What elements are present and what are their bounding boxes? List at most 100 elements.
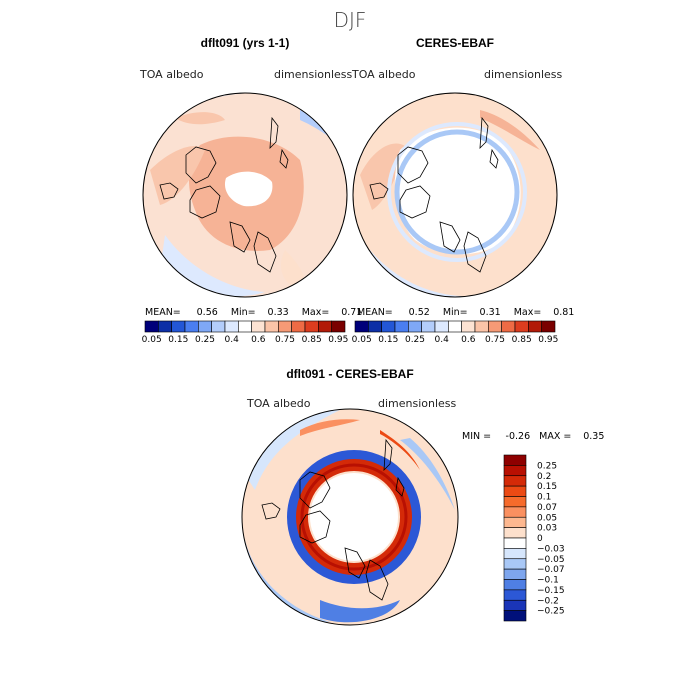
panel3-colorbar-tick-label: 0.1 [537, 493, 551, 503]
panel2-colorbar-box [541, 320, 556, 333]
panel3-colorbar-tick-label: 0.2 [537, 472, 551, 482]
panel1-colorbar-tick-label: 0.25 [195, 335, 215, 345]
panel3-colorbar-box [503, 516, 527, 528]
panel1-colorbar-box [211, 320, 226, 333]
panel2-colorbar-box [381, 320, 396, 333]
panel3-colorbar-tick-label: −0.25 [537, 607, 565, 617]
panel1-colorbar-box [291, 320, 306, 333]
panel3-colorbar-box [503, 454, 527, 466]
panel1-variable: TOA albedo [140, 68, 204, 81]
panel2-colorbar-box [488, 320, 502, 333]
panel2-variable: TOA albedo [352, 68, 416, 81]
panel3-colorbar-box [503, 589, 527, 601]
panel3-colorbar-box [503, 527, 527, 539]
panel2-stats: MEAN= 0.52 Min= 0.31 Max= 0.81 [357, 307, 574, 318]
panel3-colorbar-tick-label: −0.2 [537, 596, 559, 606]
panel3-colorbar-tick-label: −0.05 [537, 555, 565, 565]
panel2-colorbar-tick-label: 0.95 [538, 335, 558, 345]
panel2-min-value: 0.31 [479, 307, 501, 318]
panel1-colorbar-box [251, 320, 266, 333]
panel3-colorbar-tick-label: −0.03 [537, 544, 565, 554]
panel3-colorbar-box [503, 548, 527, 560]
panel2-colorbar-box [354, 320, 369, 333]
panel1-mean-value: 0.56 [196, 307, 218, 318]
panel3-colorbar-box [503, 599, 527, 611]
panel1-min-label: Min= [230, 307, 256, 318]
panel2-min-label: Min= [442, 307, 468, 318]
panel1-colorbar-box [171, 320, 186, 333]
panel2-colorbar-box [408, 320, 422, 333]
panel3-colorbar-box [503, 558, 527, 570]
panel2-units: dimensionless [484, 68, 563, 81]
panel3-colorbar-tick-label: 0.25 [537, 461, 557, 471]
panel3-colorbar-tick-label: 0 [537, 534, 543, 544]
panel2-colorbar-box [394, 320, 409, 333]
panel1-colorbar-box [144, 320, 159, 333]
panel1-colorbar-tick-label: 0.15 [168, 335, 188, 345]
panel2-colorbar-box [501, 320, 516, 333]
panel2-map [352, 92, 558, 298]
panel2-colorbar-tick-label: 0.15 [378, 335, 398, 345]
panel1-colorbar: 0.05 0.15 0.25 0.4 0.6 0.75 0.85 0.95 [142, 320, 348, 345]
panel3-variable: TOA albedo [247, 397, 311, 410]
panel3-colorbar-tick-label: 0.05 [537, 513, 557, 523]
panel1-title: dflt091 (yrs 1-1) [200, 36, 290, 50]
panel1-units: dimensionless [274, 68, 353, 81]
panel1-stats: MEAN= 0.56 Min= 0.33 Max= 0.71 [145, 307, 362, 318]
panel3-colorbar-box [503, 496, 527, 508]
panel2-colorbar-box [368, 320, 382, 333]
panel3-colorbar-box [503, 506, 527, 518]
panel3-colorbar: 0.250.20.150.10.070.050.030−0.03−0.05−0.… [503, 454, 565, 622]
panel2-colorbar-box [514, 320, 529, 333]
panel1-mean-label: MEAN= [145, 307, 181, 318]
panel3-stats: MIN = -0.26 MAX = 0.35 [462, 431, 604, 442]
panel1-max-label: Max= [301, 307, 330, 318]
panel1-colorbar-box [331, 320, 346, 333]
panel2-colorbar-tick-label: 0.4 [435, 335, 450, 345]
panel3-colorbar-box [503, 485, 527, 497]
panel2-max-value: 0.81 [553, 307, 575, 318]
panel2-colorbar-tick-label: 0.85 [512, 335, 532, 345]
panel3-colorbar-tick-label: 0.07 [537, 503, 557, 513]
panel2-colorbar: 0.05 0.15 0.25 0.4 0.6 0.75 0.85 0.95 [352, 320, 558, 345]
panel1-colorbar-box [278, 320, 292, 333]
panel1-colorbar-tick-label: 0.6 [251, 335, 266, 345]
panel3-colorbar-box [503, 465, 527, 477]
figure-title: DJF [333, 8, 367, 32]
panel1-colorbar-tick-label: 0.75 [275, 335, 295, 345]
panel1-map [142, 92, 348, 298]
panel3-colorbar-box [503, 579, 527, 591]
panel1-colorbar-tick-label: 0.05 [142, 335, 162, 345]
panel3-units: dimensionless [378, 397, 457, 410]
panel2-title: CERES-EBAF [415, 36, 494, 50]
panel3-colorbar-box [503, 537, 527, 549]
panel2-colorbar-tick-label: 0.6 [461, 335, 476, 345]
panel2-colorbar-box [461, 320, 476, 333]
panel1-colorbar-tick-label: 0.85 [302, 335, 322, 345]
panel3-colorbar-tick-label: −0.15 [537, 586, 565, 596]
panel1-colorbar-box [158, 320, 172, 333]
panel3-colorbar-tick-label: −0.1 [537, 576, 559, 586]
panel2-colorbar-box [474, 320, 489, 333]
panel2-max-label: Max= [513, 307, 542, 318]
panel2-mean-label: MEAN= [357, 307, 393, 318]
panel2-colorbar-box [434, 320, 449, 333]
panel2-colorbar-tick-label: 0.75 [485, 335, 505, 345]
panel2-colorbar-tick-label: 0.25 [405, 335, 425, 345]
panel3-min-value: -0.26 [505, 431, 531, 442]
panel2-mean-value: 0.52 [408, 307, 430, 318]
panel2-colorbar-box [528, 320, 542, 333]
panel3-colorbar-tick-label: −0.07 [537, 565, 565, 575]
panel1-colorbar-box [264, 320, 279, 333]
panel1-colorbar-box [184, 320, 199, 333]
panel2-colorbar-box [448, 320, 462, 333]
panel3-colorbar-box [503, 475, 527, 487]
panel1-min-value: 0.33 [267, 307, 289, 318]
panel3-max-label: MAX = [539, 431, 572, 442]
panel3-colorbar-tick-label: 0.15 [537, 482, 557, 492]
panel1-max-value: 0.71 [341, 307, 363, 318]
panel1-colorbar-box [238, 320, 252, 333]
panel3-colorbar-box [503, 610, 527, 622]
panel3-min-label: MIN = [462, 431, 492, 442]
